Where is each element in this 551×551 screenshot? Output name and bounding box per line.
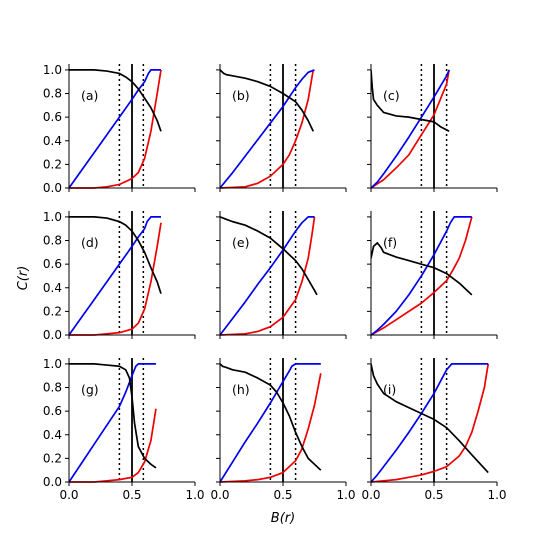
black-series-line bbox=[371, 69, 450, 133]
y-tick-label: 0.0 bbox=[43, 475, 62, 489]
y-tick-label: 0.2 bbox=[43, 157, 62, 171]
y-tick-label: 0.8 bbox=[43, 381, 62, 395]
y-axis-label: C(r) bbox=[16, 266, 31, 291]
red-series-line bbox=[371, 69, 450, 189]
black-series-line bbox=[371, 363, 489, 474]
black-series-line bbox=[220, 363, 322, 471]
x-axis-label: B(r) bbox=[271, 511, 295, 526]
panel-label: (c) bbox=[383, 88, 400, 103]
y-tick-label: 0.2 bbox=[43, 451, 62, 465]
red-series-line bbox=[220, 216, 316, 336]
panel-label: (g) bbox=[81, 382, 99, 397]
y-tick-label: 0.8 bbox=[43, 234, 62, 248]
y-tick-label: 0.8 bbox=[43, 87, 62, 101]
y-tick-label: 1.0 bbox=[43, 357, 62, 371]
y-tick-label: 0.0 bbox=[43, 328, 62, 342]
y-tick-label: 0.0 bbox=[43, 181, 62, 195]
x-tick-label: 1.0 bbox=[487, 488, 506, 502]
y-tick-label: 1.0 bbox=[43, 63, 62, 77]
x-tick-label: 0.5 bbox=[424, 488, 443, 502]
blue-series-line bbox=[69, 363, 156, 483]
x-tick-label: 0.5 bbox=[122, 488, 141, 502]
red-series-line bbox=[69, 222, 162, 336]
black-series-line bbox=[371, 242, 473, 296]
black-series-line bbox=[69, 363, 157, 469]
red-series-line bbox=[220, 69, 315, 189]
panel-e: (e) bbox=[216, 211, 347, 339]
panel-label: (f) bbox=[383, 235, 397, 250]
panel-g: 0.0 0.2 0.4 0.6 0.8 1.0 0.0 0.5 1.0 (g) bbox=[43, 357, 205, 502]
blue-series-line bbox=[220, 216, 315, 336]
panel-i: 0.0 0.5 1.0 (i) bbox=[361, 358, 507, 502]
panel-grid: 0.00.20.40.60.81.0(a) (b) (c)0.00.20.40.60… bbox=[43, 63, 507, 502]
panel-label: (b) bbox=[232, 88, 250, 103]
y-tick-label: 1.0 bbox=[43, 210, 62, 224]
x-tick-label: 0.0 bbox=[361, 488, 380, 502]
x-tick-label: 1.0 bbox=[185, 488, 204, 502]
panel-c: (c) bbox=[367, 64, 498, 192]
y-tick-label: 0.6 bbox=[43, 257, 62, 271]
panel-f: (f) bbox=[367, 211, 498, 339]
panel-label: (e) bbox=[232, 235, 249, 250]
panel-d: 0.0 0.2 0.4 0.6 0.8 1.0 (d) bbox=[43, 210, 196, 342]
y-tick-label: 0.6 bbox=[43, 110, 62, 124]
red-series-line bbox=[371, 363, 490, 483]
y-tick-label: 0.6 bbox=[43, 404, 62, 418]
black-series-line bbox=[69, 69, 162, 132]
x-tick-label: 0.5 bbox=[273, 488, 292, 502]
x-tick-label: 0.0 bbox=[210, 488, 229, 502]
black-series-line bbox=[220, 69, 315, 132]
panel-label: (h) bbox=[232, 382, 250, 397]
blue-series-line bbox=[220, 69, 315, 189]
blue-series-line bbox=[69, 69, 161, 189]
black-series-line bbox=[220, 216, 318, 296]
y-tick-label: 0.4 bbox=[43, 134, 62, 148]
blue-series-line bbox=[371, 69, 450, 189]
blue-series-line bbox=[69, 216, 161, 336]
red-series-line bbox=[220, 373, 322, 483]
y-tick-label: 0.4 bbox=[43, 428, 62, 442]
black-series-line bbox=[69, 216, 162, 294]
y-tick-label: 0.2 bbox=[43, 304, 62, 318]
panel-b: (b) bbox=[216, 64, 347, 192]
panel-label: (i) bbox=[383, 382, 396, 397]
panel-a: 0.0 0.2 0.4 0.6 0.8 1.0 (a) bbox=[43, 63, 196, 195]
x-tick-label: 0.0 bbox=[59, 488, 78, 502]
red-series-line bbox=[371, 216, 473, 336]
panel-label: (a) bbox=[81, 88, 98, 103]
x-tick-label: 1.0 bbox=[336, 488, 355, 502]
y-tick-label: 0.4 bbox=[43, 281, 62, 295]
panel-label: (d) bbox=[81, 235, 99, 250]
panel-h: 0.0 0.5 1.0 (h) bbox=[210, 358, 356, 502]
